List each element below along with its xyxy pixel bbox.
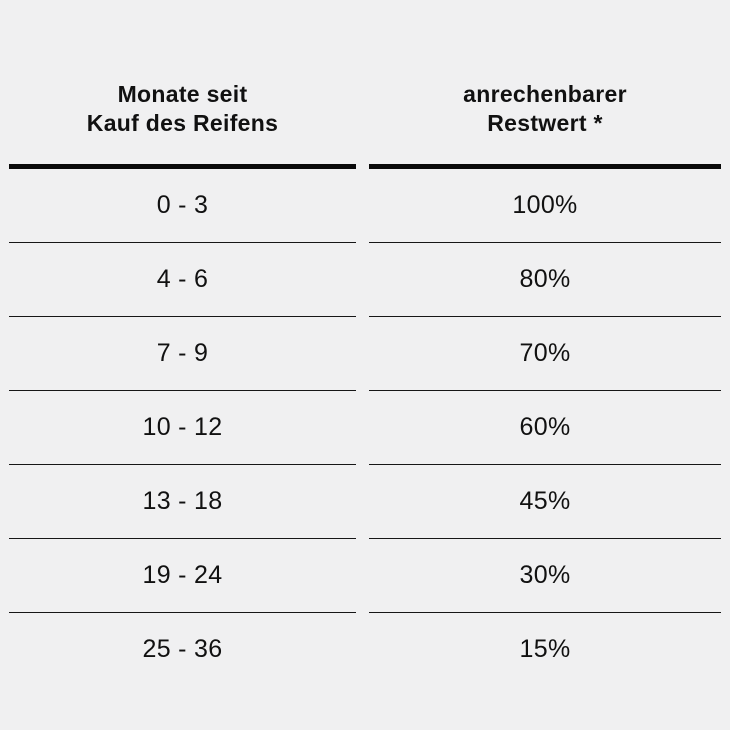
- value-cell: 100%: [369, 169, 721, 243]
- value-cell: 70%: [369, 317, 721, 391]
- column-header-months-line1: Monate seit: [117, 81, 248, 107]
- months-cell: 0 - 3: [9, 169, 356, 243]
- months-cell: 10 - 12: [9, 391, 356, 465]
- value-cell: 30%: [369, 539, 721, 613]
- months-cell: 19 - 24: [9, 539, 356, 613]
- column-header-months-line2: Kauf des Reifens: [86, 110, 279, 136]
- value-cell: 60%: [369, 391, 721, 465]
- residual-value-table: Monate seit Kauf des Reifens anrechenbar…: [9, 0, 721, 663]
- value-cell: 15%: [519, 635, 571, 663]
- column-header-residual-line1: anrechenbarer: [463, 81, 627, 107]
- months-cell: 25 - 36: [142, 635, 223, 663]
- value-cell: 45%: [369, 465, 721, 539]
- column-header-months: Monate seit Kauf des Reifens: [9, 0, 356, 169]
- column-header-residual-value: anrechenbarer Restwert *: [369, 0, 721, 169]
- value-cell: 80%: [369, 243, 721, 317]
- months-cell: 4 - 6: [9, 243, 356, 317]
- months-cell: 13 - 18: [9, 465, 356, 539]
- months-cell: 7 - 9: [9, 317, 356, 391]
- column-header-residual-line2: Restwert *: [487, 110, 603, 136]
